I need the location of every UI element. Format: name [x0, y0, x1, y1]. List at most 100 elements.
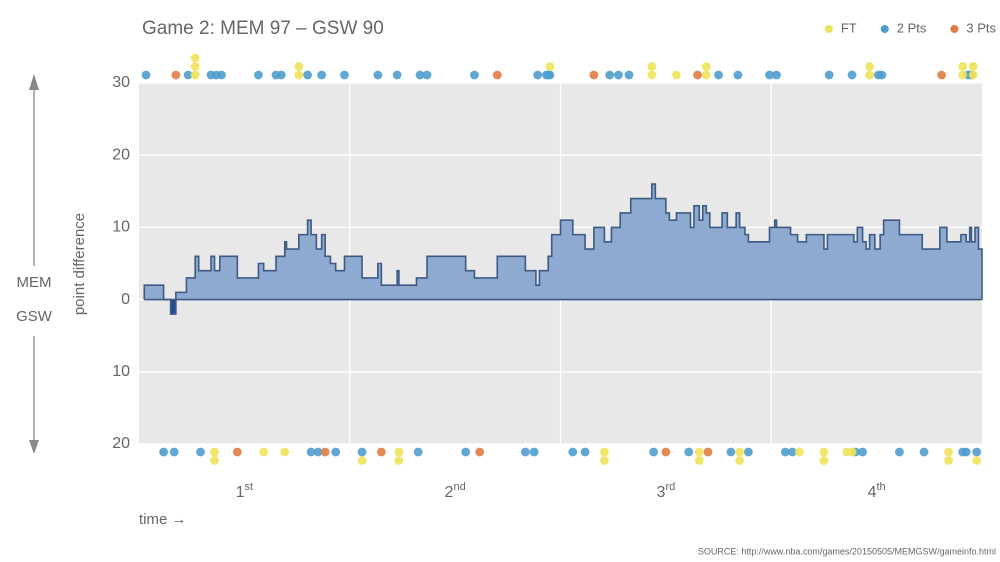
score-dot	[461, 447, 471, 457]
score-dot	[694, 447, 704, 457]
step	[790, 234, 798, 300]
step	[739, 227, 746, 300]
step	[362, 277, 379, 300]
y-tick-label: 10	[112, 363, 130, 380]
step	[869, 234, 876, 300]
score-dot	[580, 447, 590, 457]
step	[690, 227, 695, 300]
step	[263, 270, 277, 300]
score-dot	[735, 447, 745, 457]
score-dot	[470, 70, 479, 80]
score-dot	[733, 70, 743, 80]
step	[186, 277, 196, 300]
score-dot	[169, 447, 179, 457]
y-tick-label: 10	[112, 219, 130, 236]
step	[465, 270, 475, 300]
score-dot	[210, 447, 219, 457]
score-dot	[614, 70, 623, 80]
step	[969, 227, 972, 300]
step	[377, 263, 382, 300]
legend-label: FT	[841, 20, 857, 35]
step	[572, 234, 586, 300]
score-dot	[694, 456, 704, 465]
y-tick-label: 20	[112, 435, 130, 452]
y-tick-label: 30	[112, 74, 130, 91]
step	[827, 234, 855, 300]
score-dot	[944, 456, 954, 465]
step	[497, 256, 526, 300]
score-dot	[661, 447, 671, 457]
score-dot	[589, 70, 599, 80]
step	[175, 292, 187, 300]
step	[275, 256, 286, 300]
step	[748, 241, 770, 300]
step	[398, 285, 417, 300]
step	[862, 241, 867, 300]
step	[874, 249, 881, 300]
score-dot	[545, 62, 555, 71]
step	[706, 212, 711, 300]
source: SOURCE: http://www.nba.com/games/2015050…	[698, 546, 996, 556]
step	[693, 205, 700, 300]
step	[978, 249, 983, 300]
step	[539, 270, 549, 300]
step-outline	[143, 183, 983, 315]
step	[198, 270, 212, 300]
score-dot	[824, 70, 834, 80]
score-dot	[649, 447, 658, 457]
step	[237, 277, 259, 300]
score-dot	[780, 447, 790, 457]
score-dot	[714, 70, 723, 80]
x-tick-label: 3rd	[657, 481, 676, 501]
step	[669, 220, 677, 300]
chart-title: Game 2: MEM 97 – GSW 90	[142, 18, 384, 39]
score-dot	[647, 62, 657, 71]
step	[699, 220, 704, 300]
step	[211, 256, 215, 300]
step	[298, 234, 308, 300]
score-dot	[294, 62, 304, 71]
score-dot	[858, 447, 867, 457]
step	[665, 212, 670, 300]
score-dot	[865, 62, 874, 71]
step	[330, 263, 337, 300]
score-dot	[217, 70, 226, 80]
step	[551, 234, 561, 300]
legend-swatch	[950, 25, 959, 33]
step	[655, 198, 667, 300]
legend-label: 2 Pts	[897, 20, 927, 35]
y-axis-title: point difference	[71, 213, 88, 315]
step	[709, 227, 723, 300]
score-dot	[276, 70, 286, 80]
score-dot	[392, 70, 402, 80]
x-axis-title: time →	[139, 511, 187, 528]
score-dot	[306, 447, 316, 457]
score-dot	[787, 447, 797, 457]
score-dot	[847, 447, 857, 457]
score-dot	[422, 70, 432, 80]
score-dot	[320, 447, 330, 457]
step	[335, 270, 345, 300]
score-dot	[171, 70, 181, 80]
score-dot	[533, 70, 543, 80]
score-dot	[847, 70, 857, 80]
step	[806, 234, 825, 300]
step	[857, 227, 863, 300]
score-dot	[744, 447, 753, 457]
score-dot	[772, 70, 781, 80]
step	[966, 241, 971, 300]
score-dot	[877, 70, 887, 80]
step	[195, 256, 200, 300]
step	[416, 277, 428, 300]
legend-swatch	[824, 25, 833, 33]
score-dot	[600, 447, 609, 457]
step	[284, 241, 287, 300]
score-dot	[944, 447, 954, 457]
score-dot	[958, 70, 968, 80]
step	[286, 249, 300, 300]
score-dot	[605, 70, 615, 80]
score-dot	[545, 70, 555, 80]
score-dot	[968, 62, 978, 71]
score-dot	[895, 447, 904, 457]
